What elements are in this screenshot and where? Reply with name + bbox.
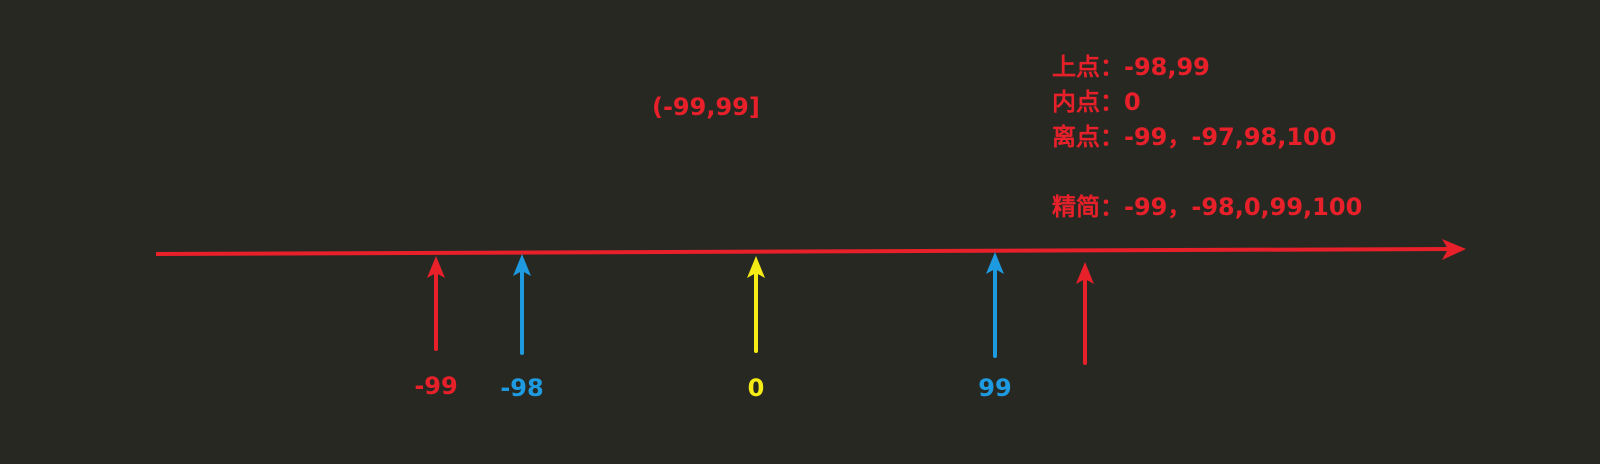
- marker-label: 99: [978, 374, 1012, 402]
- simplified-note: 精简：-99，-98,0,99,100: [1052, 193, 1363, 221]
- marker-label: 0: [747, 374, 765, 402]
- test-points-notes: 上点：-98,99 内点：0 离点：-99，-97,98,100 精简：-99，…: [1052, 50, 1362, 225]
- number-line-axis: [155, 247, 1449, 256]
- marker-label: -98: [500, 374, 544, 402]
- off-points-note: 离点：-99，-97,98,100: [1052, 123, 1337, 151]
- up-arrow-icon: [986, 252, 1004, 274]
- interval-label: (-99,99]: [652, 93, 760, 121]
- up-arrow-icon: [513, 254, 531, 276]
- marker-label: -99: [414, 372, 458, 400]
- up-arrow-icon: [1076, 262, 1094, 284]
- up-arrow-icon: [747, 256, 765, 278]
- axis-arrowhead-icon: [1442, 239, 1466, 260]
- on-points-note: 上点：-98,99: [1052, 53, 1210, 81]
- up-arrow-icon: [427, 256, 445, 278]
- inner-point-note: 内点：0: [1052, 88, 1141, 116]
